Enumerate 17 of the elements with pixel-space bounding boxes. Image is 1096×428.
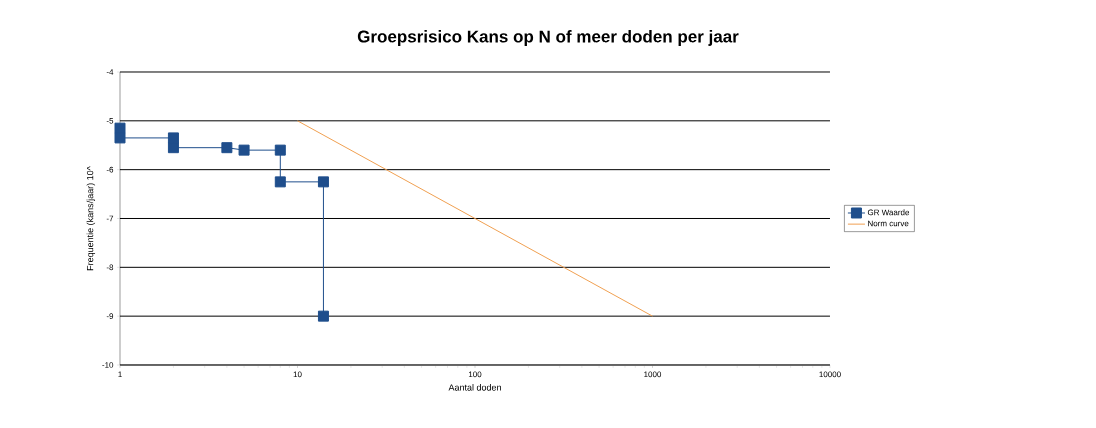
- y-tick-label: -10: [102, 362, 114, 368]
- x-tick-label: 1: [118, 371, 122, 378]
- y-tick-label: -9: [106, 313, 114, 319]
- x-tick-label: 100: [468, 371, 482, 378]
- y-tick-label: -6: [106, 166, 114, 173]
- x-tick-label: 10000: [819, 371, 841, 378]
- y-tick-label: -5: [106, 118, 114, 124]
- y-tick-label: -8: [106, 264, 114, 271]
- x-tick-label: 1000: [644, 371, 662, 378]
- y-tick-label: -4: [106, 69, 114, 75]
- chart-title: Groepsrisico Kans op N of meer doden per jaar: [357, 30, 739, 46]
- y-axis-title: Frequentie (kans/jaar) 10^: [86, 166, 96, 271]
- legend-label: Norm curve: [868, 220, 909, 227]
- legend-label: GR Waarde: [867, 209, 910, 216]
- x-axis-title: Aantal doden: [448, 384, 501, 391]
- y-tick-label: -7: [106, 215, 114, 222]
- x-tick-label: 10: [293, 371, 302, 378]
